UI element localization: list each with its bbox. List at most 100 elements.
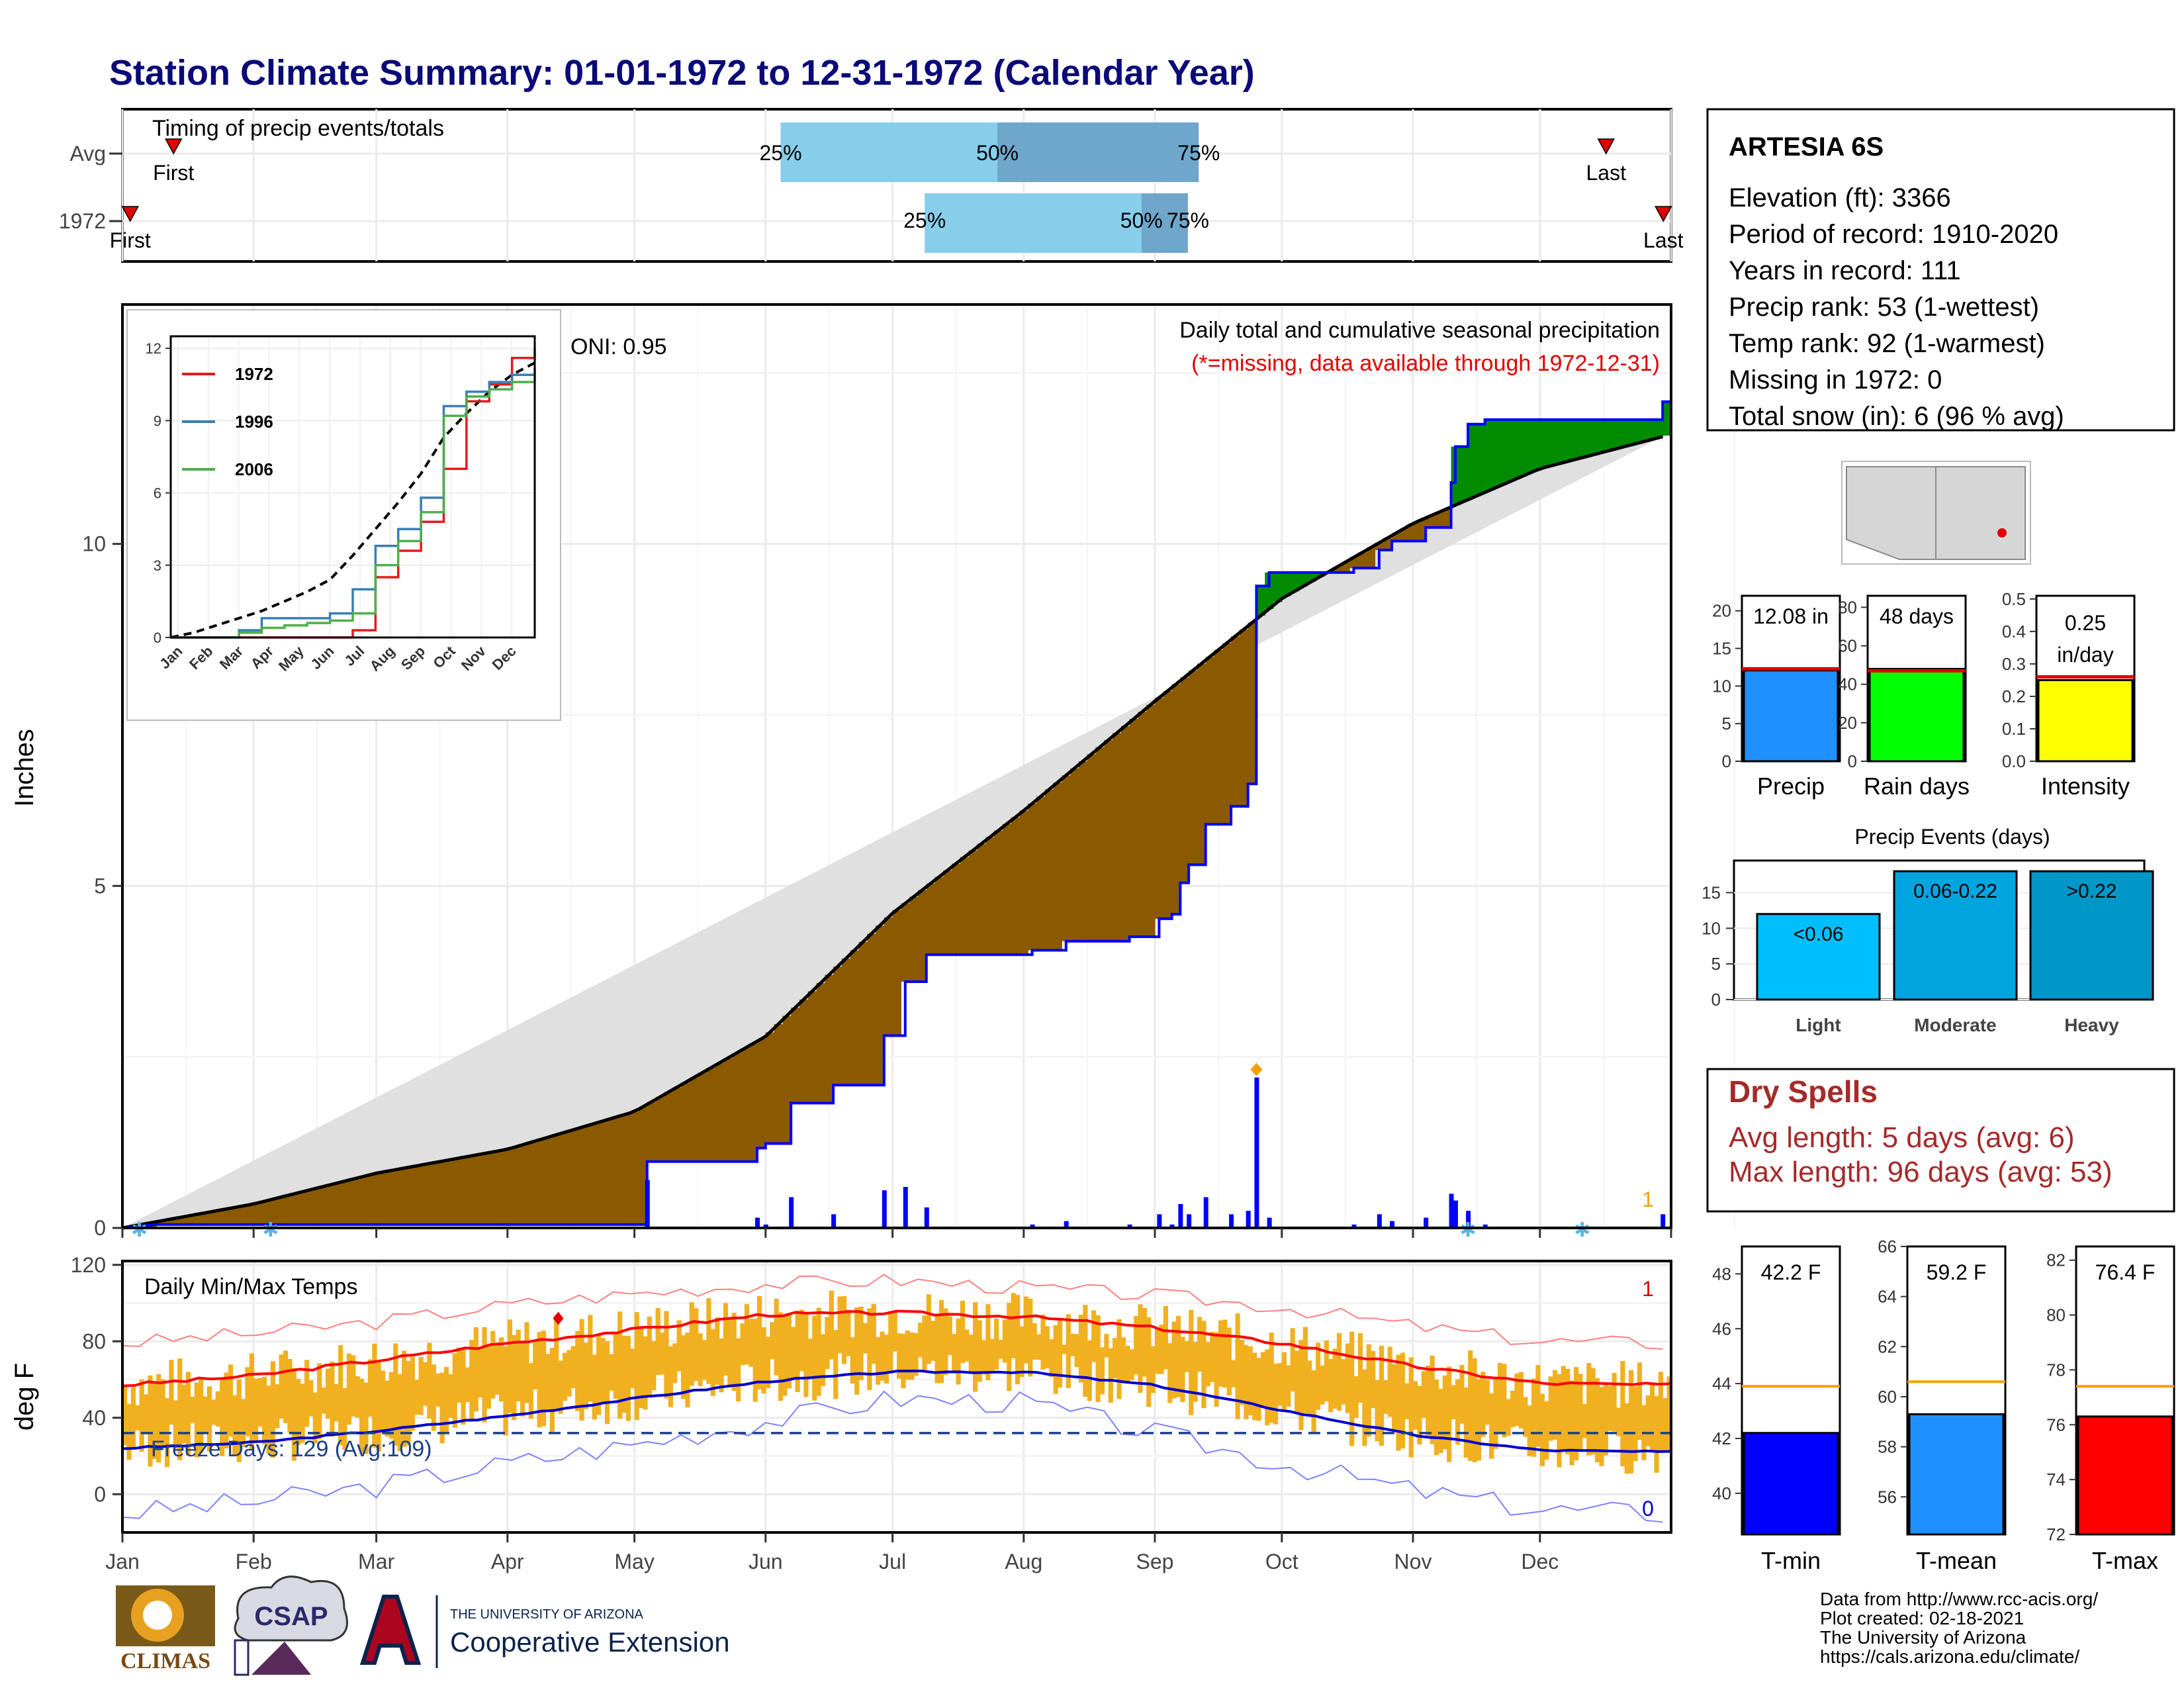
station-info-line: Period of record: 1910-2020 xyxy=(1729,220,2058,249)
events-bar-label: >0.22 xyxy=(2067,880,2117,902)
precip-count-label: 1 xyxy=(1642,1188,1654,1211)
temp-y-axis: 0 40 80 120 xyxy=(71,1253,122,1506)
temp-stat-tick-label: 56 xyxy=(1878,1487,1897,1507)
month-label: Sep xyxy=(1136,1550,1174,1573)
station-info-line: Total snow (in): 6 (96 % avg) xyxy=(1729,402,2064,431)
station-marker-icon xyxy=(1997,528,2007,538)
temp-stat-tick-label: 78 xyxy=(2046,1360,2066,1380)
events-bar xyxy=(1756,913,1881,1001)
precip-areas xyxy=(122,400,1672,1230)
temp-stat-name-label: T-mean xyxy=(1916,1547,1997,1574)
timing-marker-icon xyxy=(164,138,183,155)
precip-ytick-label: 5 xyxy=(94,874,106,898)
stat-panels: 0 5 10 15 20 12.08 in Precip 0 20 40 60 80 48 days Ra… xyxy=(1712,589,2136,800)
inset-ytick-label: 3 xyxy=(154,557,161,574)
footer-credit-line: Data from http://www.rcc-acis.org/ xyxy=(1820,1589,2098,1609)
timing-pct-label: 75% xyxy=(1177,141,1220,165)
station-info-line: Missing in 1972: 0 xyxy=(1729,365,1942,395)
daily-precip-bar xyxy=(1482,1224,1488,1228)
timing-pct-label: 75% xyxy=(1167,209,1209,232)
station-info-line: Precip rank: 53 (1-wettest) xyxy=(1729,293,2039,322)
footer-credit-line: The University of Arizona xyxy=(1820,1627,2026,1648)
snow-icon: ✱ xyxy=(262,1219,279,1241)
inset-legend-label: 2006 xyxy=(235,459,273,479)
events-tick-label: 10 xyxy=(1702,918,1721,938)
temp-stat-bar-tmean xyxy=(1908,1413,2005,1536)
max-event-marker-icon xyxy=(1250,1062,1263,1076)
events-tick-label: 0 xyxy=(1711,990,1721,1009)
inset-legend-label: 1972 xyxy=(235,364,273,384)
month-label: Jan xyxy=(105,1550,140,1573)
precip-events-chart: Precip Events (days) 0 5 10 15 <0.06 Light 0.0… xyxy=(1702,825,2154,1035)
normal-min-line xyxy=(122,1370,1672,1453)
timing-marker-icon xyxy=(1655,206,1672,222)
temp-ytick-label: 40 xyxy=(82,1406,106,1430)
oni-label: ONI: 0.95 xyxy=(570,334,667,359)
station-name: ARTESIA 6S xyxy=(1729,132,1884,162)
timing-pct-label: 50% xyxy=(976,141,1019,165)
stat-tick-label: 0 xyxy=(1848,751,1857,771)
month-label: Nov xyxy=(1394,1550,1432,1573)
timing-bar-1972-q2 xyxy=(1141,193,1188,253)
inset-frame xyxy=(126,309,561,721)
temp-stat-tick-label: 58 xyxy=(1878,1437,1897,1457)
daily-precip-bar xyxy=(831,1214,837,1228)
precip-ytick-label: 0 xyxy=(94,1216,106,1240)
temp-stat-tick-label: 44 xyxy=(1712,1374,1731,1393)
ua-big-text: Cooperative Extension xyxy=(450,1626,730,1658)
daily-precip-bar xyxy=(1203,1197,1208,1228)
timing-bar-1972-q1 xyxy=(925,193,1142,253)
temp-stat-tick-label: 40 xyxy=(1712,1483,1731,1503)
temp-stat-name-label: T-max xyxy=(2092,1547,2158,1574)
temp-stat-tick-label: 74 xyxy=(2046,1470,2066,1489)
events-category-label: Moderate xyxy=(1914,1015,1996,1035)
stat-tick-label: 20 xyxy=(1712,601,1731,621)
events-bar-label: <0.06 xyxy=(1794,923,1844,945)
month-label: Mar xyxy=(358,1550,394,1573)
temp-panel: 0 40 80 120 deg F Daily Min/Max Temps Freez… xyxy=(10,1253,1672,1573)
stat-value-label: 12.08 in xyxy=(1753,604,1829,628)
stat-name-label: Intensity xyxy=(2041,773,2130,800)
timing-pct-label: 50% xyxy=(1120,209,1163,232)
stat-tick-label: 60 xyxy=(1838,636,1857,656)
daily-precip-bar xyxy=(1424,1217,1429,1228)
daily-precip-bar xyxy=(924,1207,929,1228)
footer-credit-line: https://cals.arizona.edu/climate/ xyxy=(1820,1646,2079,1667)
temp-stat-tick-label: 48 xyxy=(1712,1264,1731,1284)
timing-marker-label: First xyxy=(153,161,194,185)
temp-stat-bar-tmin xyxy=(1743,1432,1839,1536)
timing-label: Timing of precip events/totals xyxy=(152,116,444,141)
timing-pct-label: 25% xyxy=(903,209,946,232)
precip-daily-bars: ✱ ✱ ✱ ✱ xyxy=(131,1062,1666,1241)
stat-tick-label: 15 xyxy=(1712,639,1731,659)
daily-precip-bar xyxy=(789,1197,794,1228)
stat-tick-label: 0.3 xyxy=(2002,654,2026,674)
stat-bar-rain_days xyxy=(1868,667,1965,763)
station-info-line: Years in record: 111 xyxy=(1729,256,1961,285)
month-label: Dec xyxy=(1521,1550,1559,1573)
observed-cumulative-line xyxy=(122,400,1671,1229)
daily-precip-bar xyxy=(903,1187,908,1228)
timing-bar-avg-q2 xyxy=(997,122,1199,182)
timing-marker-label: First xyxy=(110,228,151,252)
temp-lines xyxy=(122,1274,1672,1523)
month-label: Jun xyxy=(749,1550,783,1573)
station-info-line: Temp rank: 92 (1-warmest) xyxy=(1729,329,2045,358)
month-axis: Jan Feb Mar Apr May Jun Jul Aug Sep Oct Nov Dec xyxy=(105,1532,1559,1573)
station-info-box: ARTESIA 6S Elevation (ft): 3366 Period of… xyxy=(1706,108,2175,432)
stat-tick-label: 0 xyxy=(1722,751,1731,771)
events-category-label: Light xyxy=(1796,1015,1841,1035)
events-tick-label: 15 xyxy=(1702,882,1721,902)
inset-avg-line xyxy=(170,361,535,639)
stat-value-label: 0.25 xyxy=(2065,611,2106,635)
temp-count-max: 1 xyxy=(1642,1277,1654,1301)
ua-logo: THE UNIVERSITY OF ARIZONA Cooperative Ex… xyxy=(359,1595,730,1668)
daily-precip-bar xyxy=(1246,1211,1251,1228)
avg-cumulative-area xyxy=(122,436,1663,1228)
temp-stat-tick-label: 64 xyxy=(1878,1287,1897,1307)
daily-precip-bar xyxy=(1390,1221,1395,1228)
precip-frame xyxy=(121,303,1672,1229)
precip-ytick-label: 10 xyxy=(82,532,106,556)
temp-ylabel: deg F xyxy=(10,1363,39,1430)
